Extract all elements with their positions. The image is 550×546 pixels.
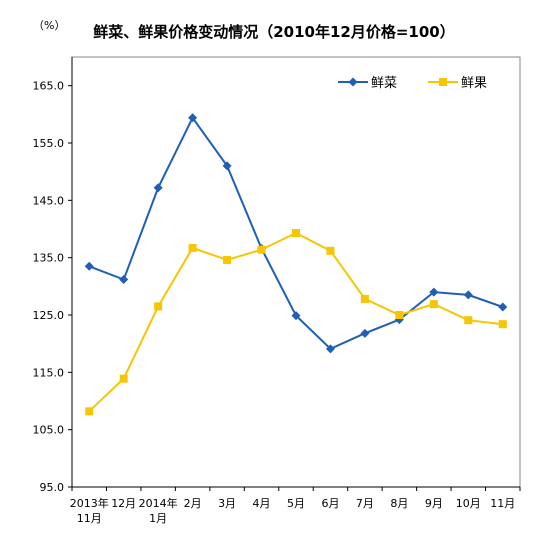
y-tick-label: 115.0	[33, 366, 65, 379]
x-tick-label: 11月	[77, 512, 102, 525]
data-point	[154, 302, 163, 311]
data-point	[222, 161, 232, 171]
data-point	[464, 316, 473, 325]
y-tick-label: 125.0	[33, 309, 65, 322]
x-tick-label: 7月	[356, 497, 374, 510]
x-tick-label: 4月	[253, 497, 271, 510]
x-tick-label: 10月	[456, 497, 481, 510]
data-point	[395, 311, 404, 319]
x-tick-label: 1月	[149, 512, 167, 525]
legend-marker	[348, 77, 358, 87]
data-point	[84, 261, 94, 271]
x-tick-label: 2013年	[70, 496, 109, 510]
data-point	[223, 255, 232, 264]
y-unit-label: （%）	[33, 19, 65, 32]
y-tick-label: 105.0	[33, 424, 65, 437]
data-point	[119, 374, 128, 383]
y-tick-label: 135.0	[33, 252, 65, 265]
y-tick-label: 165.0	[33, 80, 65, 93]
data-point	[292, 229, 300, 238]
x-tick-label: 9月	[425, 497, 443, 510]
chart-title: 鲜菜、鲜果价格变动情况（2010年12月价格=100）	[93, 23, 455, 41]
data-point	[360, 328, 370, 338]
y-axis-ticks: 95.0 105.0 115.0 125.0 135.0 145.0 155.0 165.0	[33, 80, 72, 494]
data-point	[429, 287, 439, 297]
y-tick-label: 145.0	[33, 194, 65, 207]
data-point	[498, 302, 508, 312]
x-tick-label: 6月	[321, 497, 339, 510]
data-point	[325, 344, 335, 354]
data-point	[119, 274, 129, 284]
data-point	[257, 245, 266, 254]
plot-area	[71, 56, 521, 488]
x-tick-label: 2月	[184, 497, 202, 510]
data-point	[153, 183, 163, 193]
data-point	[498, 320, 507, 329]
legend: 鲜菜 鲜果	[338, 76, 487, 91]
x-tick-label: 5月	[287, 497, 305, 510]
x-axis-ticks: 2013年 11月 12月 2014年 1月 2月 3月 4月 5月 6月 7月 8月 9月 10月 11月	[70, 487, 521, 525]
x-tick-label: 8月	[390, 497, 408, 510]
legend-label: 鲜菜	[371, 76, 397, 91]
y-tick-label: 155.0	[33, 137, 65, 150]
data-point	[463, 290, 473, 300]
x-tick-label: 11月	[490, 497, 515, 510]
y-tick-label: 95.0	[40, 481, 65, 494]
data-point	[291, 311, 301, 321]
x-tick-label: 3月	[218, 497, 236, 510]
x-tick-label: 12月	[111, 497, 136, 510]
data-point	[360, 294, 369, 303]
data-point	[85, 407, 94, 416]
series-group	[84, 113, 508, 416]
data-point	[326, 246, 335, 255]
data-point	[188, 113, 198, 123]
legend-marker	[439, 78, 447, 86]
x-tick-label: 2014年	[139, 496, 178, 510]
data-point	[429, 300, 438, 309]
data-point	[188, 243, 197, 252]
series-line-1	[88, 231, 503, 413]
legend-label: 鲜果	[461, 76, 487, 91]
